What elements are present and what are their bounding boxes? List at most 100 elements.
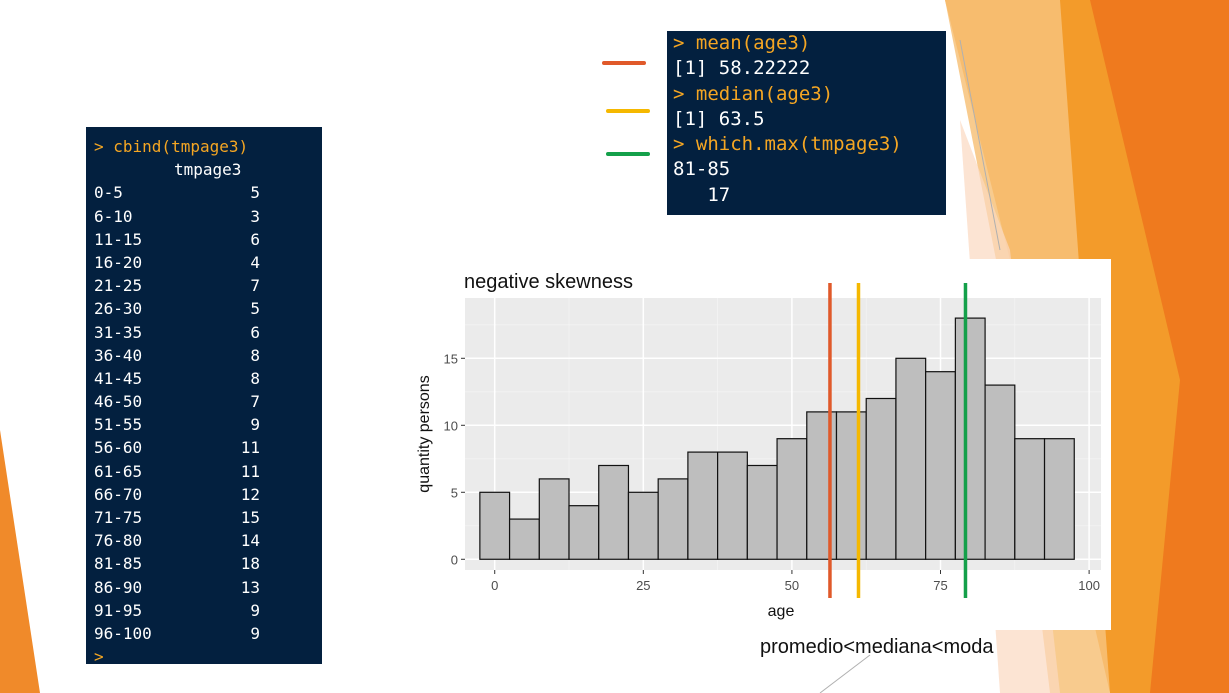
histogram-bar xyxy=(895,357,927,560)
table-row: 56-60 11 xyxy=(94,436,322,459)
x-tick-label: 50 xyxy=(785,578,799,593)
table-row: 91-95 9 xyxy=(94,599,322,622)
row-value: 8 xyxy=(250,368,260,388)
table-row: 6-10 3 xyxy=(94,205,322,228)
histogram-bar xyxy=(687,451,719,560)
median-legend-line xyxy=(606,109,650,113)
chart-title: negative skewness xyxy=(464,271,633,293)
histogram-bar xyxy=(954,317,986,560)
histogram-bar xyxy=(925,371,956,560)
console-output-line: 17 xyxy=(673,183,731,206)
console-prompt: > xyxy=(94,137,114,156)
table-row: 36-40 8 xyxy=(94,344,322,367)
row-value: 9 xyxy=(250,600,260,620)
row-label: 6-10 xyxy=(94,206,133,226)
caption-text: promedio<mediana<moda xyxy=(760,636,994,658)
histogram-bar xyxy=(598,464,630,560)
table-row: 46-50 7 xyxy=(94,390,322,413)
row-label: 81-85 xyxy=(94,554,143,574)
histogram-bar xyxy=(657,478,689,560)
histogram-bar xyxy=(746,464,778,560)
histogram-bar xyxy=(865,397,897,560)
y-tick-label: 5 xyxy=(451,485,458,500)
table-row: 31-35 6 xyxy=(94,321,322,344)
histogram-bar xyxy=(835,411,867,560)
row-label: 36-40 xyxy=(94,345,143,365)
histogram-svg: 0 25 50 75 100 0 5 10 15 negative skewness age quan… xyxy=(416,271,1101,620)
row-label: 31-35 xyxy=(94,322,143,342)
row-value: 7 xyxy=(250,276,260,296)
y-tick-label: 0 xyxy=(451,552,458,567)
row-value: 13 xyxy=(240,577,260,597)
table-header: tmpage3 xyxy=(174,160,242,180)
table-row: 11-15 6 xyxy=(94,228,322,251)
row-label: 61-65 xyxy=(94,461,143,481)
console-command-line: > mean(age3) xyxy=(673,32,811,54)
histogram-bar xyxy=(538,478,570,560)
row-value: 9 xyxy=(250,623,260,643)
row-label: 41-45 xyxy=(94,368,143,388)
y-axis-label: quantity persons xyxy=(416,375,433,492)
histogram-bar xyxy=(479,491,511,560)
y-tick-label: 10 xyxy=(444,418,458,433)
y-tick-label: 15 xyxy=(444,351,458,366)
row-label: 71-75 xyxy=(94,508,143,527)
row-label: 11-15 xyxy=(94,229,143,249)
x-tick-label: 75 xyxy=(933,578,947,593)
row-label: 66-70 xyxy=(94,484,143,504)
table-row: 86-90 13 xyxy=(94,576,322,599)
row-value: 14 xyxy=(240,531,260,551)
row-label: 21-25 xyxy=(94,276,143,296)
histogram-bar xyxy=(776,438,808,560)
row-value: 5 xyxy=(250,183,260,203)
x-axis-label: age xyxy=(768,603,795,620)
histogram-bar xyxy=(717,451,748,560)
row-label: 51-55 xyxy=(94,415,143,435)
row-label: 26-30 xyxy=(94,299,143,319)
console-command: cbind(tmpage3) xyxy=(113,137,249,156)
table-row: 96-100 9 xyxy=(94,622,322,645)
histogram-bar xyxy=(1014,438,1046,560)
row-label: 0-5 xyxy=(94,183,123,203)
row-label: 96-100 xyxy=(94,623,152,643)
row-value: 4 xyxy=(250,252,260,272)
r-console-statistics: > mean(age3) [1] 58.22222 > median(age3) [1… xyxy=(667,31,946,215)
table-row: 16-20 4 xyxy=(94,251,322,274)
x-tick-label: 0 xyxy=(491,578,498,593)
mode-legend-line xyxy=(606,152,650,156)
row-label: 16-20 xyxy=(94,252,143,272)
row-value: 12 xyxy=(240,484,260,504)
frequency-rows: 0-5 5 6-10 3 11-15 6 16-20 4 21-25 7 26-30 5 31-35 6 3… xyxy=(94,181,322,645)
console-command-line: > which.max(tmpage3) xyxy=(673,133,902,156)
mean-legend-line xyxy=(602,61,646,65)
row-value: 3 xyxy=(250,206,260,226)
table-row: 41-45 8 xyxy=(94,367,322,390)
table-row: 76-80 14 xyxy=(94,529,322,552)
r-console-frequency-table: > cbind(tmpage3) tmpage3 0-5 5 6-10 3 11-15 6… xyxy=(86,127,322,666)
row-value: 15 xyxy=(240,508,260,527)
orange-facet-left xyxy=(0,430,40,693)
table-row: 71-75 15 xyxy=(94,506,322,529)
histogram-bar xyxy=(508,518,540,560)
row-value: 7 xyxy=(250,392,260,412)
console-output-line: [1] 63.5 xyxy=(673,107,765,130)
row-label: 86-90 xyxy=(94,577,143,597)
histogram-bar xyxy=(568,505,600,560)
row-value: 6 xyxy=(250,322,260,342)
console-output-line: 81-85 xyxy=(673,158,731,181)
x-tick-label: 25 xyxy=(636,578,650,593)
thin-line-bottom xyxy=(819,654,871,693)
table-row: 26-30 5 xyxy=(94,297,322,320)
console-command-line: > cbind(tmpage3) xyxy=(94,135,322,158)
row-value: 6 xyxy=(250,229,260,249)
histogram-chart: 0 25 50 75 100 0 5 10 15 negative skewness age quan… xyxy=(405,259,1111,630)
row-value: 5 xyxy=(250,299,260,319)
row-label: 76-80 xyxy=(94,531,143,551)
row-value: 11 xyxy=(240,461,260,481)
table-row: 0-5 5 xyxy=(94,181,322,204)
console-input-prompt: > xyxy=(94,647,104,667)
row-value: 18 xyxy=(240,554,260,574)
row-value: 8 xyxy=(250,345,260,365)
table-row: 21-25 7 xyxy=(94,274,322,297)
console-command-line: > median(age3) xyxy=(673,82,834,105)
